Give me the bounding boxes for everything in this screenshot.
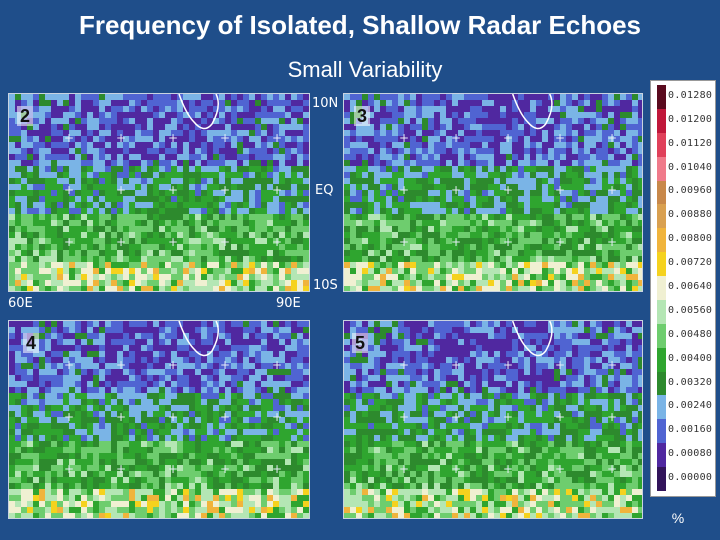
svg-text:+: +	[607, 183, 617, 197]
echo-frequency-map: +++++++++++++++	[9, 321, 309, 518]
svg-text:+: +	[272, 235, 282, 249]
svg-text:+: +	[451, 183, 461, 197]
color-scale-segment	[657, 252, 666, 276]
svg-text:+: +	[503, 235, 513, 249]
coastline	[178, 94, 219, 130]
svg-text:+: +	[555, 235, 565, 249]
color-scale-tick-label: 0.00720	[668, 257, 713, 269]
color-scale-tick-label: 0.01120	[668, 137, 713, 149]
svg-text:+: +	[116, 235, 126, 249]
color-scale-tick-label: 0.00560	[668, 304, 713, 316]
svg-text:+: +	[451, 235, 461, 249]
color-scale-segment	[657, 395, 666, 420]
color-scale-segment	[657, 371, 666, 396]
svg-text:+: +	[116, 183, 126, 197]
map-panel-4: + + + + + + + + + + + + + + + 4	[8, 320, 310, 519]
svg-text:+: +	[272, 131, 282, 145]
longitude-label-90e: 90E	[276, 296, 301, 311]
page-title: Frequency of Isolated, Shallow Radar Ech…	[78, 10, 642, 40]
svg-text:+: +	[503, 131, 513, 145]
color-scale-segment	[657, 419, 666, 444]
coastline	[178, 321, 219, 357]
color-scale-tick-label: 0.00320	[668, 376, 713, 388]
svg-text:+: +	[168, 235, 178, 249]
echo-frequency-map: + + + + + + + + + + + + + + +	[344, 94, 642, 291]
svg-text:+: +	[64, 183, 74, 197]
svg-text:+: +	[116, 131, 126, 145]
latitude-label-10s: 10S	[313, 278, 338, 293]
color-scale-unit: %	[671, 510, 685, 526]
echo-frequency-map: +++++++++++++++	[344, 321, 642, 518]
color-scale-segment	[657, 323, 666, 348]
echo-frequency-map: + + + + + + + + + + + + + + +	[9, 94, 309, 291]
color-scale-tick-label: 0.00080	[668, 448, 713, 460]
svg-text:+: +	[607, 235, 617, 249]
svg-text:+: +	[272, 183, 282, 197]
color-scale-tick-label: 0.01280	[668, 89, 713, 101]
color-scale-segment	[657, 156, 666, 181]
map-panel-3: + + + + + + + + + + + + + + + 3	[343, 93, 643, 292]
color-scale-tick-label: 0.00480	[668, 328, 713, 340]
color-scale-tick-label: 0.00880	[668, 209, 713, 221]
svg-text:+: +	[64, 235, 74, 249]
svg-text:+: +	[168, 131, 178, 145]
panel-number: 2	[17, 106, 34, 126]
color-scale-segment	[657, 85, 666, 109]
svg-text:+: +	[64, 131, 74, 145]
svg-text:+: +	[399, 183, 409, 197]
svg-text:+: +	[555, 183, 565, 197]
color-scale-segment	[657, 299, 666, 324]
color-scale-legend: 0.01280 0.01200 0.01120 0.01040 0.00960 0.008…	[650, 80, 716, 497]
color-scale-strip	[657, 85, 666, 491]
color-scale-segment	[657, 443, 666, 467]
color-scale-tick-label: 0.00800	[668, 233, 713, 245]
color-scale-segment	[657, 108, 666, 133]
svg-text:+: +	[399, 235, 409, 249]
page-subtitle: Small Variability	[287, 57, 443, 82]
longitude-label-60e: 60E	[8, 296, 33, 311]
coastline	[511, 321, 553, 357]
color-scale-segment	[657, 228, 666, 253]
latitude-label-10n: 10N	[312, 96, 339, 111]
color-scale-tick-label: 0.00640	[668, 281, 713, 292]
svg-text:+: +	[168, 183, 178, 197]
latitude-label-eq: EQ	[315, 183, 334, 198]
panel-number: 3	[354, 106, 371, 126]
color-scale-segment	[657, 347, 666, 372]
color-scale-tick-label: 0.00960	[668, 185, 713, 197]
color-scale-tick-label: 0.00400	[668, 352, 713, 364]
panel-number: 5	[352, 333, 369, 353]
svg-text:+: +	[220, 235, 230, 249]
svg-text:+: +	[607, 131, 617, 145]
color-scale-tick-label: 0.01040	[668, 161, 713, 173]
color-scale-segment	[657, 276, 666, 300]
svg-text:+: +	[555, 131, 565, 145]
color-scale-segment	[657, 204, 666, 229]
color-scale-tick-label: 0.00160	[668, 424, 713, 436]
color-scale-tick-label: 0.00000	[668, 472, 713, 484]
coastline	[511, 94, 553, 130]
panel-number: 4	[23, 333, 40, 353]
svg-text:+: +	[220, 131, 230, 145]
svg-text:+: +	[503, 183, 513, 197]
color-scale-segment	[657, 132, 666, 157]
color-scale-tick-label: 0.01200	[668, 113, 713, 125]
svg-text:+: +	[399, 131, 409, 145]
map-panel-5: + + + + + + + + + + + + + + + 5	[343, 320, 643, 519]
color-scale-segment	[657, 467, 666, 491]
color-scale-tick-label: 0.00240	[668, 400, 713, 412]
color-scale-segment	[657, 180, 666, 205]
map-panel-2: + + + + + + + + + + + + + + + 2	[8, 93, 310, 292]
svg-text:+: +	[220, 183, 230, 197]
svg-text:+: +	[451, 131, 461, 145]
